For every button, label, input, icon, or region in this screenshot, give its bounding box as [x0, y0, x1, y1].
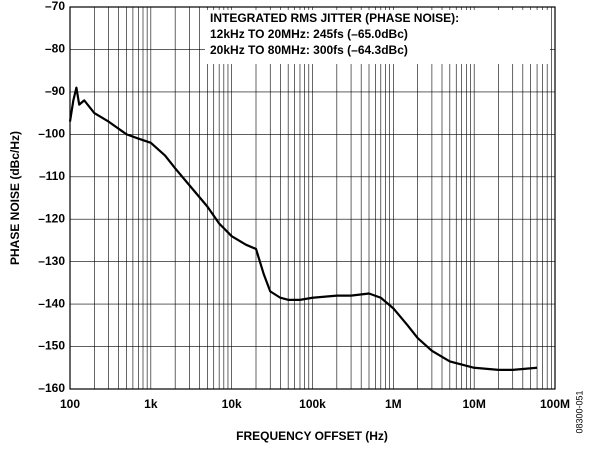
y-tick-label: –140 — [38, 296, 65, 310]
line — [68, 86, 538, 371]
y-tick-label: –80 — [45, 42, 65, 56]
x-tick-label: 100M — [540, 397, 570, 411]
annotation: 12kHz TO 20MHz: 245fs (–65.0dBc) — [210, 27, 408, 41]
y-tick-label: –90 — [45, 84, 65, 98]
y-axis-label: PHASE NOISE (dBc/Hz) — [8, 131, 22, 265]
annotation-box — [205, 10, 550, 64]
plot-frame — [69, 6, 556, 390]
annotation: 20kHz TO 80MHz: 300fs (–64.3dBc) — [210, 43, 408, 57]
annotation: INTEGRATED RMS JITTER (PHASE NOISE): — [210, 11, 459, 25]
y-tick-label: –70 — [45, 0, 65, 13]
y-tick-label: –130 — [38, 254, 65, 268]
x-tick-label: 1k — [144, 397, 158, 411]
x-tick-label: 10M — [462, 397, 485, 411]
y-tick-label: –120 — [38, 211, 65, 225]
x-tick-label: 100k — [299, 397, 326, 411]
figure-code: 08300-051 — [574, 390, 584, 433]
x-tick-label: 100 — [60, 397, 80, 411]
y-tick-label: –110 — [39, 169, 65, 183]
x-tick-label: 10k — [222, 397, 242, 411]
y-tick-label: –100 — [38, 127, 65, 141]
y-tick-label: –150 — [38, 339, 65, 353]
x-axis-label: FREQUENCY OFFSET (Hz) — [236, 429, 388, 443]
y-tick-label: –160 — [38, 381, 65, 395]
x-tick-label: 1M — [385, 397, 402, 411]
